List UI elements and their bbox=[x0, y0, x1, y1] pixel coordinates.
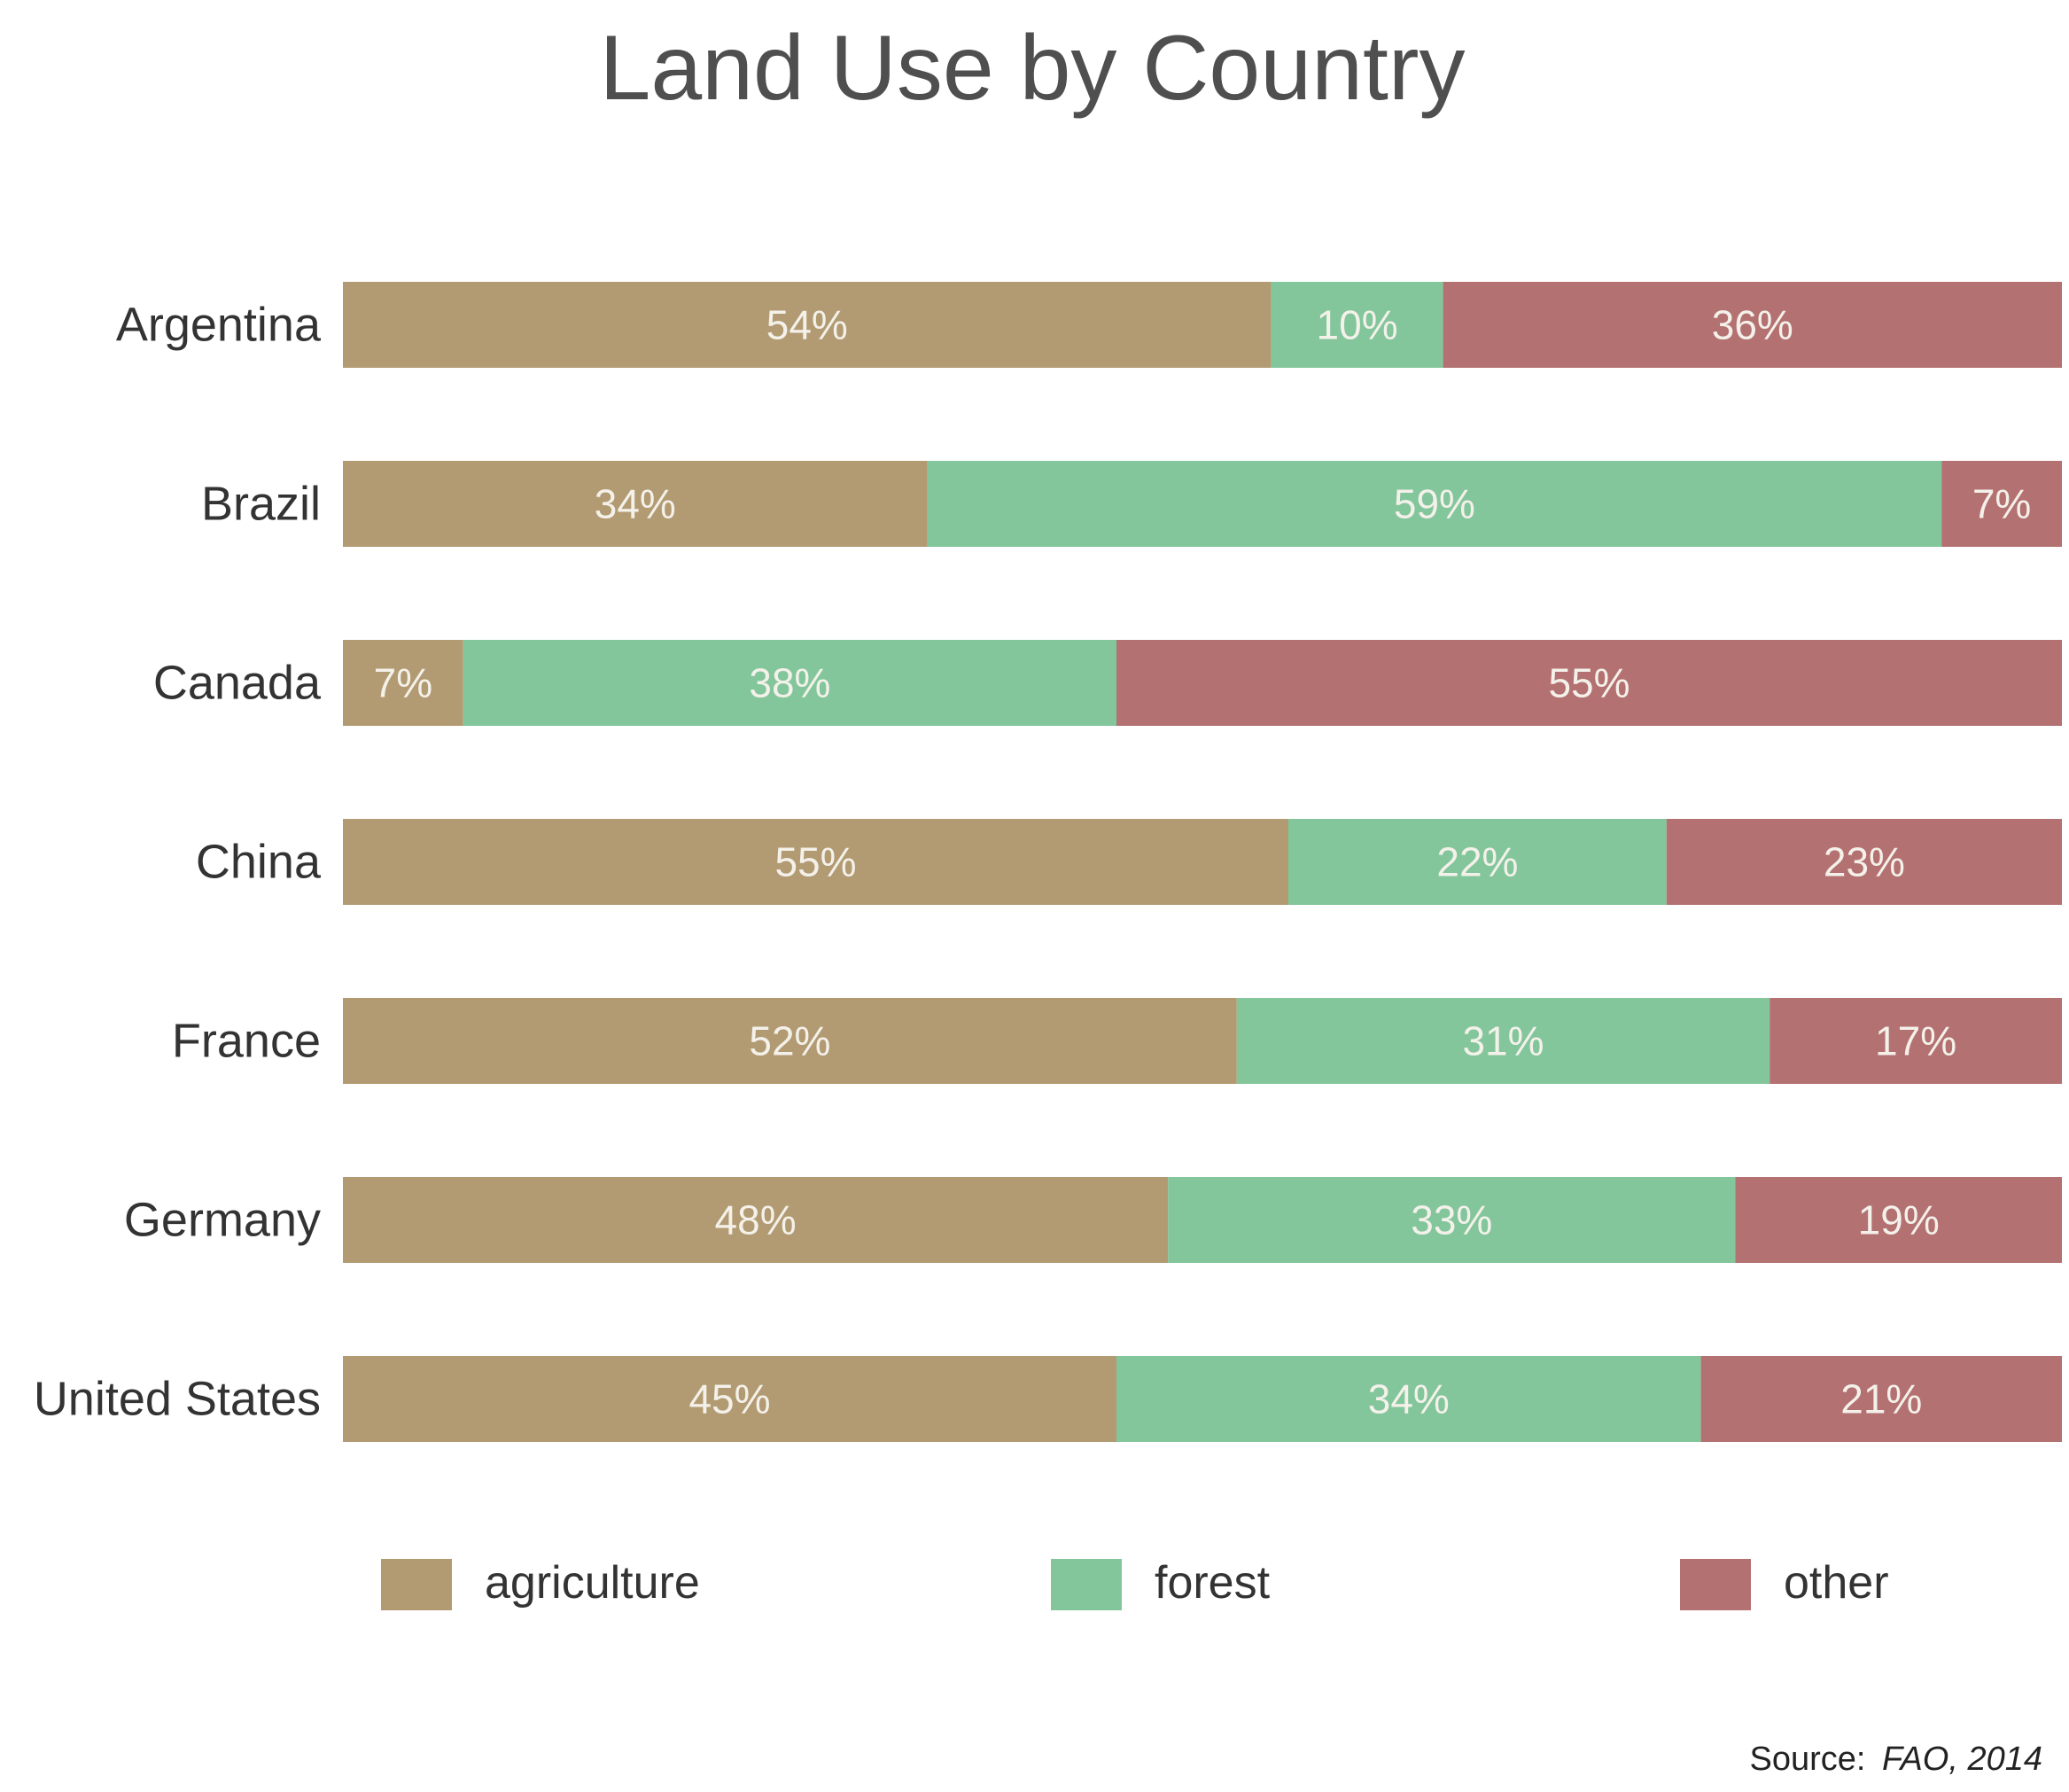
bar-germany-agriculture bbox=[343, 1177, 1169, 1263]
bar-label-china-other: 23% bbox=[1824, 839, 1905, 885]
bar-argentina-other bbox=[1443, 282, 2062, 368]
bar-label-china-agriculture: 55% bbox=[774, 839, 856, 885]
bar-label-germany-agriculture: 48% bbox=[715, 1197, 797, 1243]
bar-argentina-agriculture bbox=[343, 282, 1272, 368]
source-line: Source: FAO, 2014 bbox=[1750, 1741, 2042, 1778]
bar-france-forest bbox=[1236, 998, 1770, 1084]
bar-label-germany-other: 19% bbox=[1858, 1197, 1940, 1243]
category-labels: Argentina Brazil Canada China France Germany U… bbox=[34, 299, 322, 1426]
bar-united-states-forest bbox=[1116, 1356, 1701, 1442]
bar-value-labels: 54% 10% 36% 34% 59% 7% 7% 38% 55% 55% 22% 23% 52% 31%… bbox=[374, 302, 2032, 1422]
legend-label-other: other bbox=[1784, 1557, 1889, 1609]
bar-label-united-states-agriculture: 45% bbox=[688, 1376, 770, 1422]
bar-label-germany-forest: 33% bbox=[1411, 1197, 1492, 1243]
bar-canada-other bbox=[1116, 640, 2062, 726]
bar-label-france-forest: 31% bbox=[1462, 1018, 1544, 1064]
bar-canada-agriculture bbox=[343, 640, 463, 726]
bar-label-canada-forest: 38% bbox=[749, 660, 830, 706]
bar-china-agriculture bbox=[343, 819, 1288, 905]
bar-germany-other bbox=[1735, 1177, 2062, 1263]
bar-label-canada-other: 55% bbox=[1548, 660, 1630, 706]
category-label-brazil: Brazil bbox=[201, 478, 321, 531]
bar-label-canada-agriculture: 7% bbox=[374, 660, 432, 706]
source-prefix: Source: bbox=[1750, 1741, 1866, 1778]
chart-title: Land Use by Country bbox=[600, 17, 1466, 120]
legend-swatch-forest bbox=[1051, 1559, 1122, 1610]
bar-china-forest bbox=[1288, 819, 1667, 905]
source-text: FAO, 2014 bbox=[1882, 1741, 2042, 1778]
bar-brazil-agriculture bbox=[343, 461, 928, 547]
bar-brazil-forest bbox=[927, 461, 1942, 547]
legend: agriculture forest other bbox=[381, 1557, 1889, 1610]
category-label-argentina: Argentina bbox=[116, 299, 322, 352]
category-label-canada: Canada bbox=[153, 657, 322, 710]
category-label-france: France bbox=[172, 1015, 321, 1068]
legend-swatch-agriculture bbox=[381, 1559, 452, 1610]
bar-united-states-agriculture bbox=[343, 1356, 1116, 1442]
bar-france-agriculture bbox=[343, 998, 1237, 1084]
legend-label-forest: forest bbox=[1155, 1557, 1271, 1609]
bars bbox=[343, 282, 2062, 1442]
legend-label-agriculture: agriculture bbox=[485, 1557, 700, 1609]
bar-france-other bbox=[1770, 998, 2062, 1084]
bar-label-argentina-agriculture: 54% bbox=[766, 302, 848, 348]
bar-label-brazil-agriculture: 34% bbox=[595, 481, 676, 527]
bar-label-brazil-other: 7% bbox=[1972, 481, 2031, 527]
bar-brazil-other bbox=[1941, 461, 2062, 547]
bar-argentina-forest bbox=[1271, 282, 1443, 368]
bar-germany-forest bbox=[1168, 1177, 1736, 1263]
bar-label-france-other: 17% bbox=[1875, 1018, 1956, 1064]
category-label-china: China bbox=[196, 836, 322, 889]
bar-united-states-other bbox=[1700, 1356, 2062, 1442]
bar-label-united-states-forest: 34% bbox=[1368, 1376, 1450, 1422]
bar-canada-forest bbox=[463, 640, 1116, 726]
category-label-germany: Germany bbox=[124, 1194, 321, 1247]
bar-china-other bbox=[1666, 819, 2062, 905]
bar-label-france-agriculture: 52% bbox=[749, 1018, 830, 1064]
legend-swatch-other bbox=[1680, 1559, 1751, 1610]
bar-label-argentina-other: 36% bbox=[1712, 302, 1793, 348]
bar-label-argentina-forest: 10% bbox=[1317, 302, 1398, 348]
category-label-united-states: United States bbox=[34, 1373, 321, 1426]
bar-label-china-forest: 22% bbox=[1436, 839, 1518, 885]
bar-label-brazil-forest: 59% bbox=[1394, 481, 1475, 527]
bar-label-united-states-other: 21% bbox=[1840, 1376, 1922, 1422]
